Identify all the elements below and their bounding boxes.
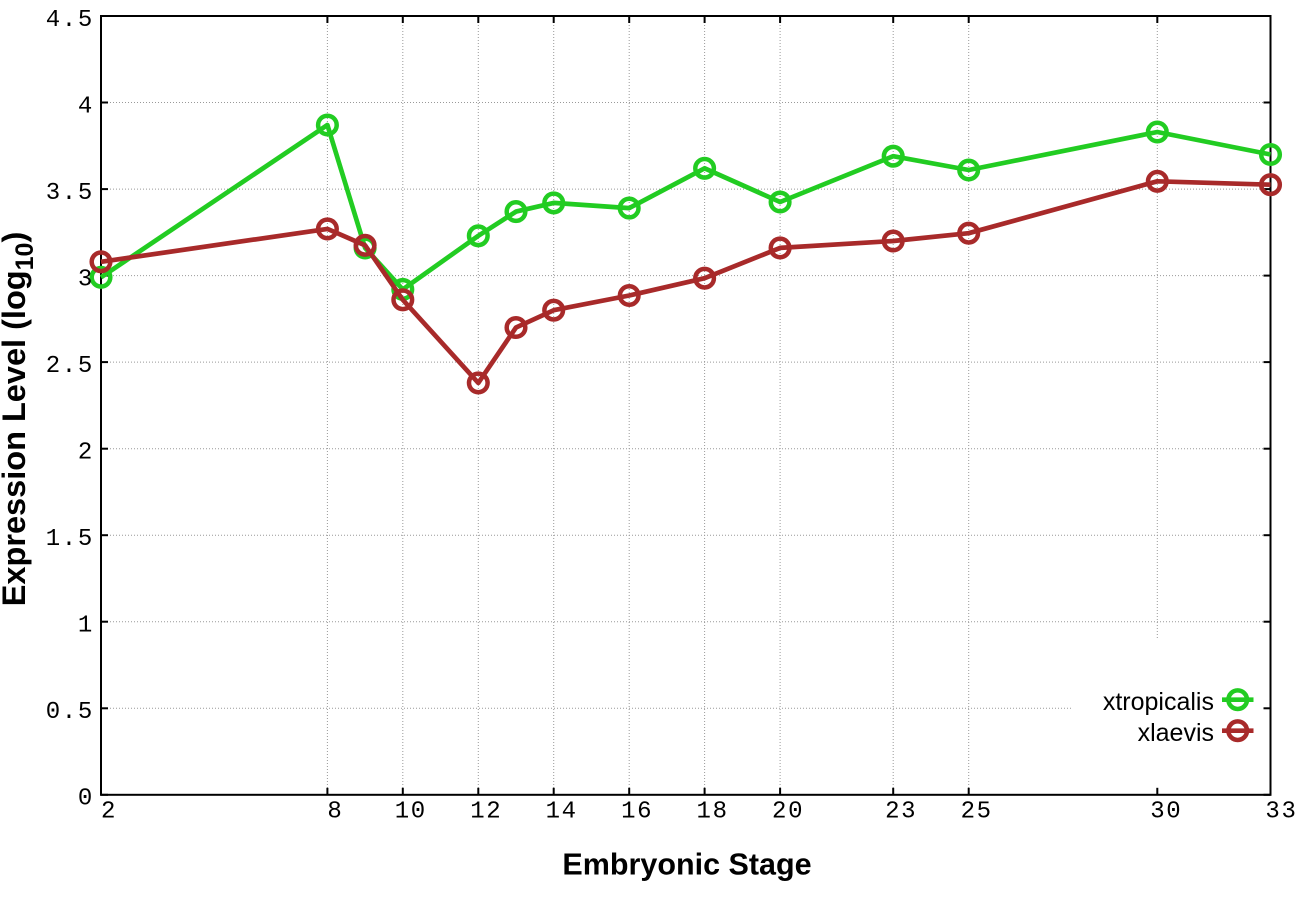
svg-text:23: 23 (885, 799, 917, 826)
svg-text:18: 18 (696, 799, 728, 826)
svg-text:0.5: 0.5 (46, 699, 94, 726)
svg-text:8: 8 (327, 799, 343, 826)
svg-text:20: 20 (772, 799, 804, 826)
svg-text:25: 25 (961, 799, 993, 826)
svg-text:xlaevis: xlaevis (1138, 719, 1214, 747)
svg-text:2: 2 (78, 440, 94, 467)
svg-text:2.5: 2.5 (46, 353, 94, 380)
svg-text:30: 30 (1150, 799, 1182, 826)
svg-text:3: 3 (78, 266, 94, 293)
svg-text:1.5: 1.5 (46, 526, 94, 553)
svg-text:xtropicalis: xtropicalis (1103, 688, 1214, 716)
svg-text:12: 12 (470, 799, 502, 826)
svg-text:33: 33 (1265, 799, 1296, 826)
svg-text:4.5: 4.5 (46, 7, 94, 34)
svg-text:2: 2 (101, 799, 117, 826)
svg-text:3.5: 3.5 (46, 180, 94, 207)
svg-text:14: 14 (546, 799, 578, 826)
svg-text:1: 1 (78, 613, 94, 640)
svg-text:4: 4 (78, 93, 94, 120)
svg-text:10: 10 (395, 799, 427, 826)
svg-text:0: 0 (78, 786, 94, 813)
svg-text:16: 16 (621, 799, 653, 826)
svg-text:Embryonic Stage: Embryonic Stage (562, 848, 811, 882)
